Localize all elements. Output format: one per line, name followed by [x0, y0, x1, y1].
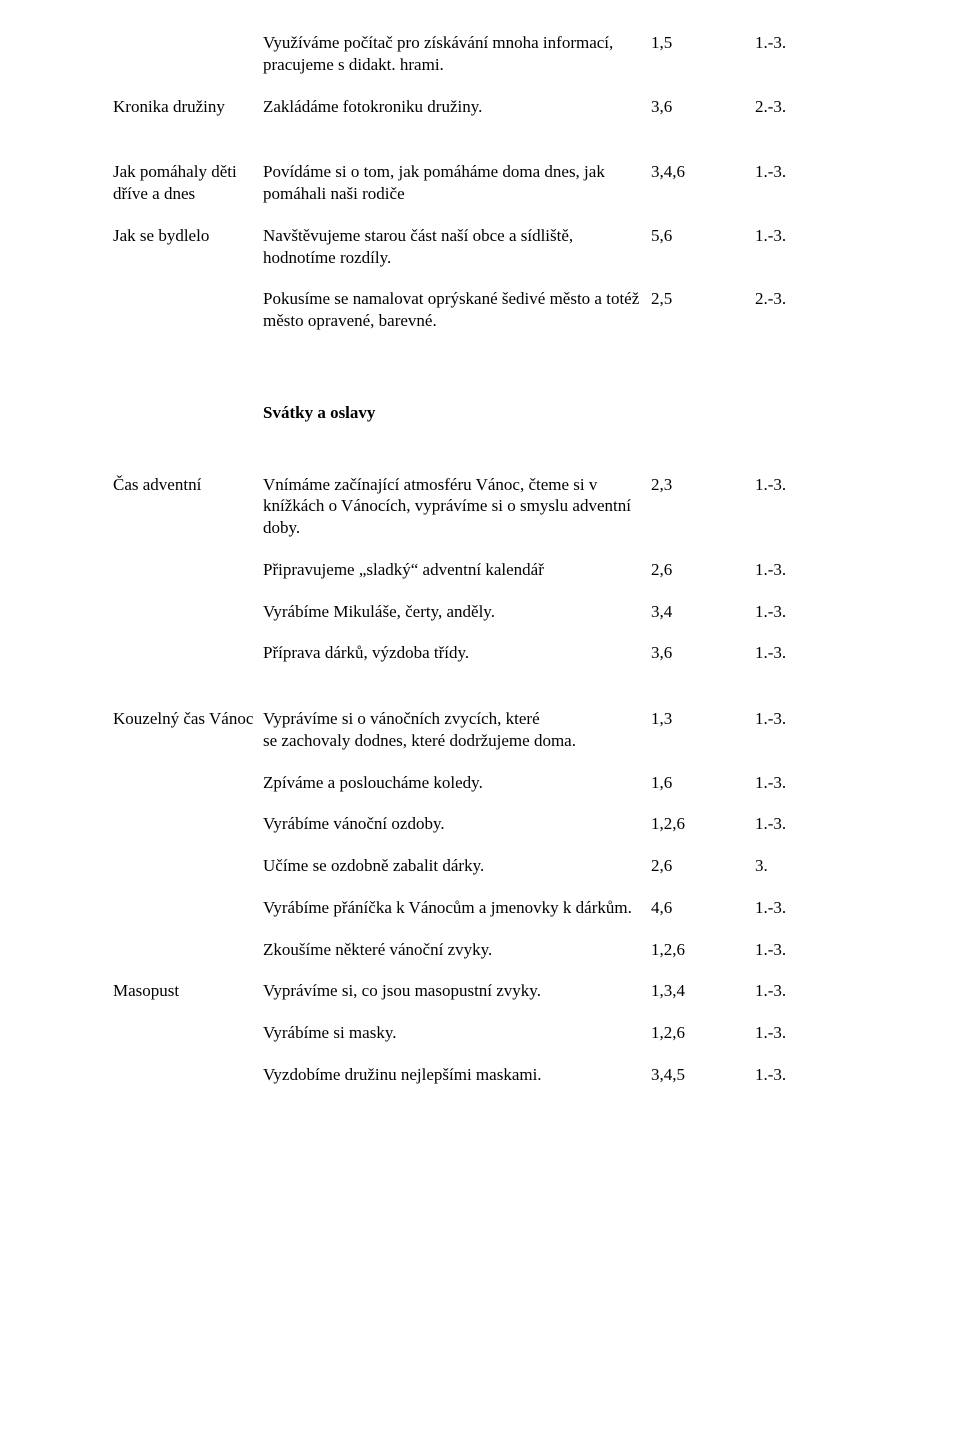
row-age: 1.-3. [755, 772, 847, 794]
row-code: 3,4,5 [651, 1064, 755, 1086]
row-age: 1.-3. [755, 897, 847, 919]
row-desc: Připravujeme „sladký“ adventní kalendář [263, 559, 651, 581]
table-row: Zpíváme a posloucháme koledy. 1,6 1.-3. [113, 772, 847, 794]
row-label: Kronika družiny [113, 96, 263, 118]
row-age: 1.-3. [755, 161, 847, 183]
table-row: Vyrábíme přáníčka k Vánocům a jmenovky k… [113, 897, 847, 919]
row-code: 1,5 [651, 32, 755, 54]
table-row: Učíme se ozdobně zabalit dárky. 2,6 3. [113, 855, 847, 877]
table-row: Jak pomáhaly děti dříve a dnes Povídáme … [113, 161, 847, 205]
row-age: 2.-3. [755, 288, 847, 310]
row-desc: Vnímáme začínající atmosféru Vánoc, čtem… [263, 474, 651, 539]
row-code: 4,6 [651, 897, 755, 919]
row-code: 3,6 [651, 642, 755, 664]
row-code: 1,2,6 [651, 813, 755, 835]
row-code: 3,4 [651, 601, 755, 623]
row-desc: Pokusíme se namalovat oprýskané šedivé m… [263, 288, 651, 332]
row-age: 1.-3. [755, 225, 847, 247]
table-row: Příprava dárků, výzdoba třídy. 3,6 1.-3. [113, 642, 847, 664]
row-desc: Zkoušíme některé vánoční zvyky. [263, 939, 651, 961]
section-heading-row: Svátky a oslavy [113, 352, 847, 474]
table-row: Jak se bydlelo Navštěvujeme starou část … [113, 225, 847, 269]
row-label: Masopust [113, 980, 263, 1002]
table-row: Připravujeme „sladký“ adventní kalendář … [113, 559, 847, 581]
row-code: 2,6 [651, 559, 755, 581]
row-age: 1.-3. [755, 813, 847, 835]
row-age: 1.-3. [755, 642, 847, 664]
table-row: Kronika družiny Zakládáme fotokroniku dr… [113, 96, 847, 118]
row-code: 1,6 [651, 772, 755, 794]
table-row: Zkoušíme některé vánoční zvyky. 1,2,6 1.… [113, 939, 847, 961]
row-age: 3. [755, 855, 847, 877]
row-label: Čas adventní [113, 474, 263, 496]
row-desc: Učíme se ozdobně zabalit dárky. [263, 855, 651, 877]
row-age: 1.-3. [755, 32, 847, 54]
row-desc: Zakládáme fotokroniku družiny. [263, 96, 651, 118]
row-code: 1,2,6 [651, 1022, 755, 1044]
row-code: 1,3 [651, 708, 755, 730]
table-row: Vyzdobíme družinu nejlepšími maskami. 3,… [113, 1064, 847, 1086]
row-age: 1.-3. [755, 1064, 847, 1086]
row-code: 3,4,6 [651, 161, 755, 183]
row-desc: Vyrábíme vánoční ozdoby. [263, 813, 651, 835]
row-label: Jak se bydlelo [113, 225, 263, 247]
row-desc: Navštěvujeme starou část naší obce a síd… [263, 225, 651, 269]
row-age: 1.-3. [755, 559, 847, 581]
table-row: Masopust Vyprávíme si, co jsou masopustn… [113, 980, 847, 1002]
row-desc: Vyprávíme si o vánočních zvycích, které … [263, 708, 651, 752]
row-code: 3,6 [651, 96, 755, 118]
row-desc: Zpíváme a posloucháme koledy. [263, 772, 651, 794]
row-age: 1.-3. [755, 474, 847, 496]
row-age: 1.-3. [755, 980, 847, 1002]
row-desc: Příprava dárků, výzdoba třídy. [263, 642, 651, 664]
table-row: Kouzelný čas Vánoc Vyprávíme si o vánočn… [113, 708, 847, 752]
row-age: 1.-3. [755, 939, 847, 961]
row-code: 1,2,6 [651, 939, 755, 961]
row-desc: Vyrábíme Mikuláše, čerty, anděly. [263, 601, 651, 623]
table-row: Využíváme počítač pro získávání mnoha in… [113, 32, 847, 76]
table-row: Čas adventní Vnímáme začínající atmosfér… [113, 474, 847, 539]
row-desc: Vyzdobíme družinu nejlepšími maskami. [263, 1064, 651, 1086]
row-age: 2.-3. [755, 96, 847, 118]
row-desc: Využíváme počítač pro získávání mnoha in… [263, 32, 651, 76]
row-code: 2,3 [651, 474, 755, 496]
row-desc: Vyrábíme přáníčka k Vánocům a jmenovky k… [263, 897, 651, 919]
row-desc: Povídáme si o tom, jak pomáháme doma dne… [263, 161, 651, 205]
section-heading: Svátky a oslavy [263, 402, 375, 424]
row-age: 1.-3. [755, 601, 847, 623]
row-desc: Vyprávíme si, co jsou masopustní zvyky. [263, 980, 651, 1002]
row-label: Kouzelný čas Vánoc [113, 708, 263, 730]
table-row: Vyrábíme vánoční ozdoby. 1,2,6 1.-3. [113, 813, 847, 835]
table-row: Vyrábíme si masky. 1,2,6 1.-3. [113, 1022, 847, 1044]
document-page: Využíváme počítač pro získávání mnoha in… [0, 0, 960, 1444]
row-code: 5,6 [651, 225, 755, 247]
row-age: 1.-3. [755, 708, 847, 730]
row-code: 1,3,4 [651, 980, 755, 1002]
table-row: Vyrábíme Mikuláše, čerty, anděly. 3,4 1.… [113, 601, 847, 623]
row-desc: Vyrábíme si masky. [263, 1022, 651, 1044]
row-age: 1.-3. [755, 1022, 847, 1044]
row-code: 2,5 [651, 288, 755, 310]
table-row: Pokusíme se namalovat oprýskané šedivé m… [113, 288, 847, 332]
row-code: 2,6 [651, 855, 755, 877]
row-label: Jak pomáhaly děti dříve a dnes [113, 161, 263, 205]
